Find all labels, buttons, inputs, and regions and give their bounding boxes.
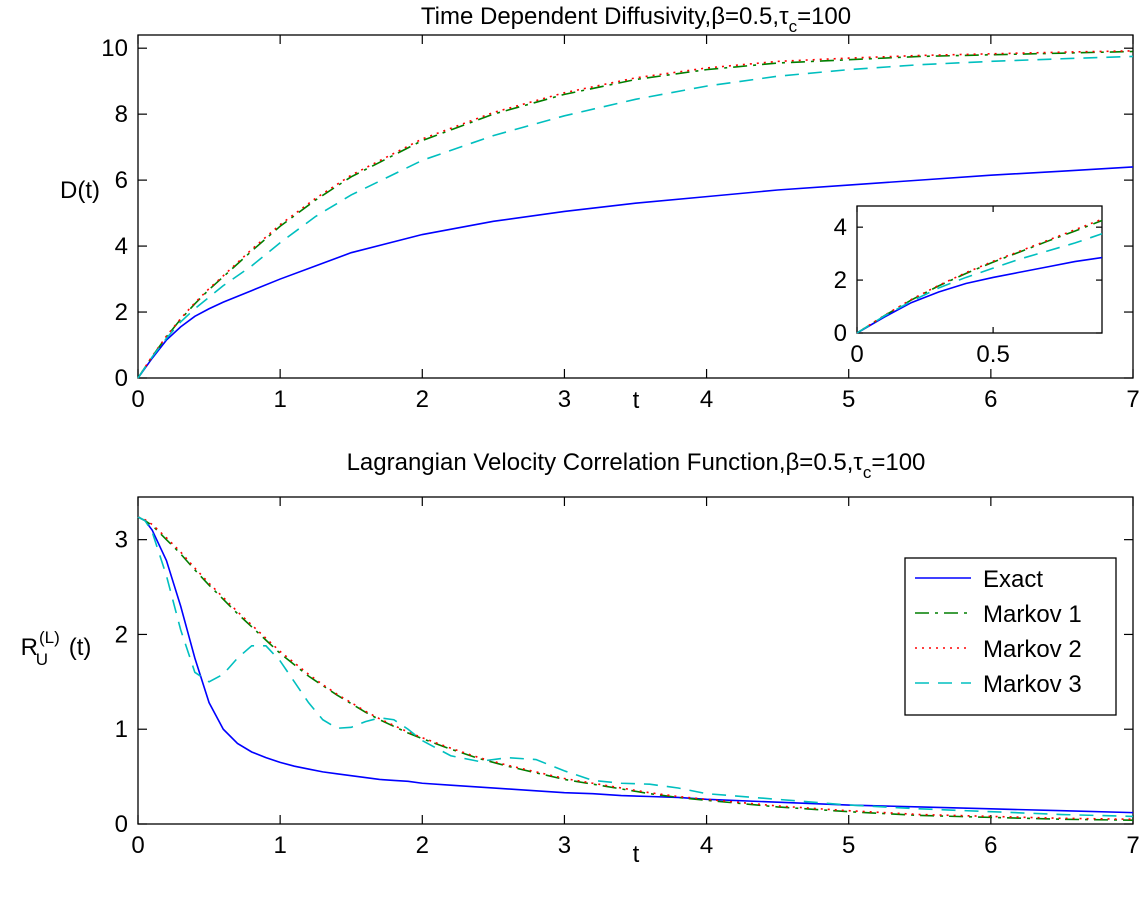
bottom-y-tick-label: 0	[115, 811, 128, 838]
top-x-tick-label: 1	[273, 386, 286, 413]
diffusivity-plot: 0 1 2 3 4 5 6 7 0 2 4 6 8 10 Time Dependent Diffusivit…	[60, 3, 1140, 414]
legend-label: Markov 2	[983, 636, 1082, 663]
legend-label: Exact	[983, 566, 1043, 593]
top-x-tick-label: 7	[1126, 386, 1139, 413]
inset-series-markov-3	[856, 233, 1103, 334]
bottom-x-tick-label: 5	[842, 832, 855, 859]
top-x-tick-label: 3	[558, 386, 571, 413]
top-y-axis-label: D(t)	[60, 177, 100, 204]
top-series-markov-2	[137, 50, 1134, 379]
bottom-x-tick-label: 4	[700, 832, 713, 859]
legend-box	[904, 557, 1117, 716]
bottom-y-tick-label: 1	[115, 716, 128, 743]
bottom-x-tick-label: 6	[984, 832, 997, 859]
bottom-x-tick-label: 0	[131, 832, 144, 859]
bottom-series-markov-3	[137, 516, 1134, 818]
inset-y-tick-label: 4	[834, 214, 847, 241]
top-x-axis-label: t	[633, 387, 640, 414]
bottom-x-tick-label: 7	[1126, 832, 1139, 859]
inset-x-tick-label: 0	[850, 341, 863, 368]
legend: Exact Markov 1 Markov 2 Markov 3	[904, 557, 1117, 716]
bottom-chart-title: Lagrangian Velocity Correlation Function…	[347, 449, 926, 482]
bottom-y-axis-label: R(L) U (t)	[21, 628, 92, 669]
top-x-tick-label: 0	[131, 386, 144, 413]
top-series-markov-3	[137, 55, 1134, 379]
inset-y-tick-label: 0	[834, 320, 847, 347]
top-y-tick-label: 0	[115, 365, 128, 392]
legend-label: Markov 1	[983, 601, 1082, 628]
top-inset: 0 0.5 0 2 4	[834, 205, 1103, 368]
bottom-series-markov-1	[137, 516, 1134, 822]
top-series-exact	[137, 166, 1134, 379]
inset-axes-box	[856, 205, 1103, 334]
legend-label: Markov 3	[983, 671, 1082, 698]
bottom-x-tick-label: 2	[416, 832, 429, 859]
bottom-y-tick-label: 2	[115, 621, 128, 648]
top-y-tick-label: 4	[115, 233, 128, 260]
top-x-tick-label: 2	[416, 386, 429, 413]
bottom-x-tick-label: 3	[558, 832, 571, 859]
inset-x-tick-label: 0.5	[976, 341, 1009, 368]
top-x-tick-label: 4	[700, 386, 713, 413]
top-y-tick-label: 2	[115, 299, 128, 326]
top-x-tick-label: 5	[842, 386, 855, 413]
bottom-x-axis-label: t	[633, 841, 640, 868]
top-chart-title: Time Dependent Diffusivity,β=0.5,τc=100	[421, 3, 851, 36]
top-series-markov-1	[137, 50, 1134, 379]
inset-y-tick-label: 2	[834, 267, 847, 294]
top-y-tick-label: 10	[101, 35, 128, 62]
velocity-correlation-plot: 0 1 2 3 4 5 6 7 0 1 2 3 Lagrangian Velocity Correlat…	[21, 449, 1140, 868]
top-x-tick-label: 6	[984, 386, 997, 413]
bottom-x-tick-label: 1	[273, 832, 286, 859]
bottom-y-tick-label: 3	[115, 527, 128, 554]
top-y-tick-label: 6	[115, 167, 128, 194]
top-y-tick-label: 8	[115, 101, 128, 128]
inset-series-exact	[856, 256, 1103, 334]
